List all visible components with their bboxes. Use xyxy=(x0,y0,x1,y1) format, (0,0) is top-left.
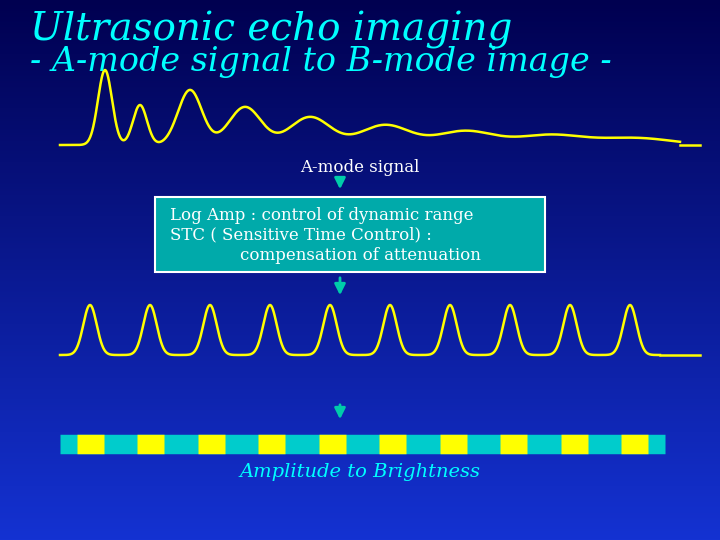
Text: Log Amp : control of dynamic range: Log Amp : control of dynamic range xyxy=(170,206,474,224)
Text: Amplitude to Brightness: Amplitude to Brightness xyxy=(240,463,480,481)
Text: - A-mode signal to B-mode image -: - A-mode signal to B-mode image - xyxy=(30,46,611,78)
Text: A-mode signal: A-mode signal xyxy=(300,159,420,177)
FancyBboxPatch shape xyxy=(155,197,545,272)
Text: STC ( Sensitive Time Control) :: STC ( Sensitive Time Control) : xyxy=(170,226,432,243)
Text: compensation of attenuation: compensation of attenuation xyxy=(219,246,481,264)
Text: Ultrasonic echo imaging: Ultrasonic echo imaging xyxy=(30,11,513,49)
